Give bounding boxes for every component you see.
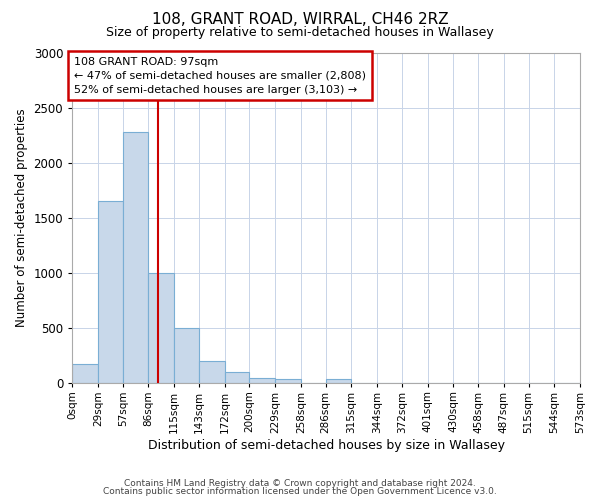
X-axis label: Distribution of semi-detached houses by size in Wallasey: Distribution of semi-detached houses by …: [148, 440, 505, 452]
Bar: [250, 378, 275, 384]
Bar: [72, 364, 98, 384]
Bar: [199, 362, 224, 384]
Y-axis label: Number of semi-detached properties: Number of semi-detached properties: [15, 108, 28, 328]
Bar: [326, 379, 352, 384]
Bar: [148, 273, 174, 384]
Bar: [123, 132, 148, 384]
Text: 108, GRANT ROAD, WIRRAL, CH46 2RZ: 108, GRANT ROAD, WIRRAL, CH46 2RZ: [152, 12, 448, 28]
Text: 108 GRANT ROAD: 97sqm
← 47% of semi-detached houses are smaller (2,808)
52% of s: 108 GRANT ROAD: 97sqm ← 47% of semi-deta…: [74, 57, 366, 95]
Text: Contains HM Land Registry data © Crown copyright and database right 2024.: Contains HM Land Registry data © Crown c…: [124, 478, 476, 488]
Bar: [275, 379, 301, 384]
Text: Contains public sector information licensed under the Open Government Licence v3: Contains public sector information licen…: [103, 487, 497, 496]
Bar: [174, 328, 199, 384]
Text: Size of property relative to semi-detached houses in Wallasey: Size of property relative to semi-detach…: [106, 26, 494, 39]
Bar: [98, 202, 123, 384]
Bar: [224, 372, 250, 384]
